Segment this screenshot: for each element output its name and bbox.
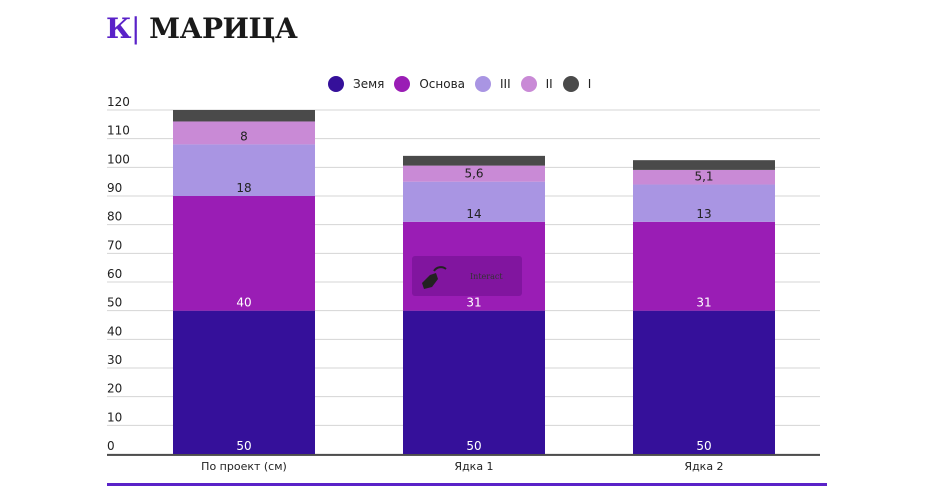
x-tick-label: Ядка 1 bbox=[454, 460, 493, 473]
legend-item[interactable]: Земя bbox=[328, 76, 384, 92]
bar-segment-II bbox=[173, 121, 315, 145]
y-tick-label: 50 bbox=[107, 296, 122, 310]
logo-mark: К bbox=[106, 12, 131, 45]
y-tick-label: 40 bbox=[107, 324, 122, 338]
bar-segment-Земя bbox=[633, 310, 775, 454]
legend-label: Земя bbox=[353, 77, 385, 91]
data-label: 31 bbox=[466, 296, 481, 310]
interact-button[interactable]: Interact bbox=[412, 256, 522, 296]
legend: Земя Основа III II I bbox=[328, 76, 601, 92]
legend-item[interactable]: Основа bbox=[394, 76, 465, 92]
y-tick-label: 30 bbox=[107, 353, 122, 367]
bar-segment-Основа bbox=[633, 221, 775, 311]
bar-segment-I bbox=[403, 155, 545, 166]
logo-divider: | bbox=[130, 12, 140, 45]
y-tick-label: 120 bbox=[107, 95, 130, 109]
y-tick-label: 60 bbox=[107, 267, 122, 281]
bar-segment-III bbox=[633, 184, 775, 222]
legend-dot-icon bbox=[328, 76, 344, 92]
y-tick-label: 20 bbox=[107, 382, 122, 396]
legend-label: II bbox=[545, 77, 553, 91]
bar-segment-I bbox=[633, 160, 775, 170]
legend-item[interactable]: III bbox=[475, 76, 511, 92]
y-tick-label: 70 bbox=[107, 238, 122, 252]
hand-pointer-icon bbox=[422, 266, 447, 289]
legend-dot-icon bbox=[562, 76, 579, 92]
bar-segment-Земя bbox=[403, 310, 545, 454]
logo-name: МАРИЦА bbox=[149, 12, 298, 45]
bar-segment-Земя bbox=[173, 310, 315, 454]
logo: К| МАРИЦА bbox=[106, 12, 298, 45]
data-label: 5,1 bbox=[694, 170, 713, 184]
legend-label: I bbox=[587, 77, 592, 91]
bar-segment-III bbox=[403, 181, 545, 222]
legend-dot-icon bbox=[394, 76, 411, 92]
bar-segment-II bbox=[633, 169, 775, 185]
data-label: 50 bbox=[696, 439, 711, 453]
x-tick-label: По проект (см) bbox=[201, 460, 287, 473]
data-label: 40 bbox=[236, 296, 251, 310]
bar-segment-III bbox=[173, 144, 315, 196]
data-label: 13 bbox=[696, 207, 711, 221]
data-label: 5,6 bbox=[464, 167, 483, 181]
interact-label: Interact bbox=[470, 271, 503, 281]
y-tick-label: 80 bbox=[107, 210, 122, 224]
x-tick-label: Ядка 2 bbox=[684, 460, 723, 473]
bar-segment-II bbox=[403, 165, 545, 182]
legend-label: Основа bbox=[419, 77, 466, 91]
data-label: 50 bbox=[236, 439, 251, 453]
data-label: 14 bbox=[466, 207, 481, 221]
y-tick-label: 90 bbox=[107, 181, 122, 195]
data-label: 8 bbox=[240, 129, 248, 143]
bar-segment-I bbox=[173, 110, 315, 122]
bottom-rule bbox=[107, 483, 827, 486]
legend-dot-icon bbox=[475, 76, 492, 92]
y-tick-label: 100 bbox=[107, 152, 130, 166]
data-label: 50 bbox=[466, 439, 481, 453]
legend-item[interactable]: I bbox=[562, 76, 592, 92]
data-label: 18 bbox=[236, 181, 251, 195]
y-tick-label: 110 bbox=[107, 124, 130, 138]
y-tick-label: 10 bbox=[107, 410, 122, 424]
legend-item[interactable]: II bbox=[520, 76, 553, 92]
y-tick-label: 0 bbox=[107, 439, 115, 453]
bar-segment-Основа bbox=[173, 196, 315, 311]
legend-dot-icon bbox=[520, 76, 537, 92]
data-label: 31 bbox=[696, 296, 711, 310]
legend-label: III bbox=[500, 77, 511, 91]
